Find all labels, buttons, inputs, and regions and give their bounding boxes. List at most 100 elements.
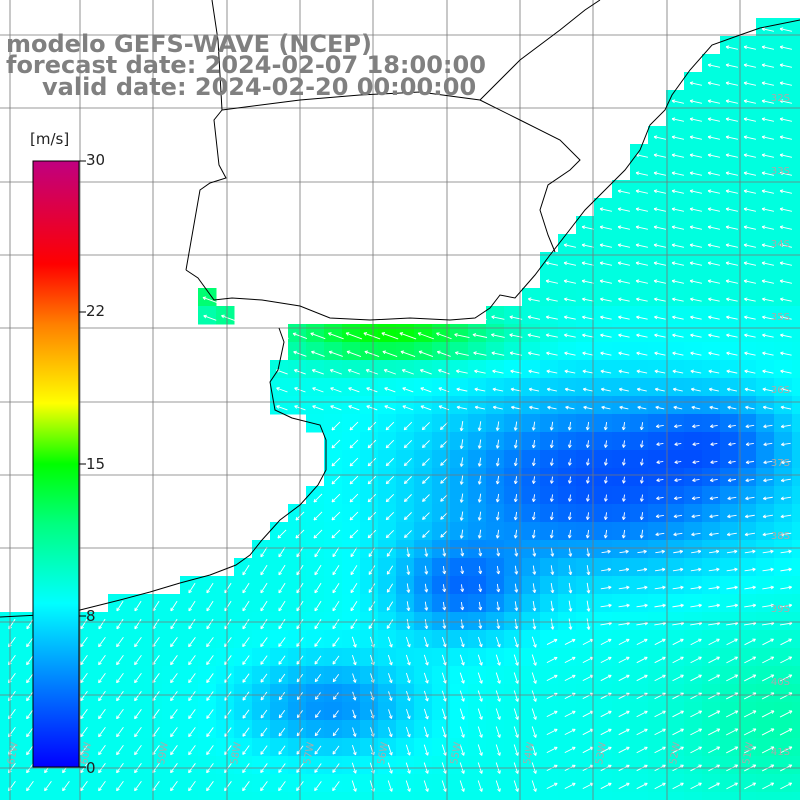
wind-arrow <box>744 315 756 320</box>
wind-arrow <box>725 45 739 50</box>
wind-arrow <box>314 564 322 576</box>
wind-arrow <box>585 421 590 431</box>
wind-arrow <box>384 387 396 393</box>
wind-arrow <box>332 600 340 612</box>
wind-arrow <box>779 746 793 754</box>
wind-arrow <box>725 171 739 176</box>
wind-arrow <box>80 727 88 738</box>
wind-arrow <box>726 585 738 590</box>
wind-arrow <box>653 207 667 212</box>
wind-arrow <box>674 442 682 447</box>
wind-arrow <box>653 243 667 248</box>
wind-arrow <box>762 656 775 664</box>
wind-arrow <box>761 99 775 104</box>
wind-arrow <box>260 600 268 612</box>
wind-arrow <box>725 261 739 266</box>
wind-arrow <box>564 638 576 645</box>
wind-arrow <box>495 457 500 467</box>
wind-arrow <box>549 529 554 539</box>
wind-arrow <box>621 440 626 448</box>
wind-arrow <box>406 618 411 630</box>
wind-arrow <box>564 746 576 754</box>
wind-arrow <box>423 690 429 702</box>
wind-arrow <box>621 476 626 484</box>
wind-arrow <box>689 99 703 104</box>
wind-arrow <box>563 261 577 266</box>
lon-label: 61W <box>6 741 21 765</box>
wind-arrow <box>385 475 395 485</box>
wind-arrow <box>188 691 196 702</box>
wind-arrow <box>532 618 537 630</box>
wind-arrow <box>780 405 792 410</box>
wind-arrow <box>708 603 720 608</box>
wind-arrow <box>477 475 482 485</box>
wind-arrow <box>618 638 630 646</box>
wind-arrow <box>513 476 518 485</box>
wind-arrow <box>278 691 286 701</box>
wind-arrow <box>762 351 774 356</box>
wind-arrow <box>116 637 124 648</box>
wind-arrow <box>242 673 250 683</box>
wind-arrow <box>655 549 665 554</box>
wind-arrow <box>134 709 142 720</box>
wind-arrow <box>725 728 739 736</box>
wind-arrow <box>495 493 500 503</box>
wind-arrow <box>496 565 501 575</box>
wind-arrow <box>351 780 357 792</box>
wind-arrow <box>278 600 286 612</box>
wind-arrow <box>743 63 757 68</box>
wind-arrow <box>585 512 590 520</box>
wind-arrow <box>134 600 142 612</box>
wind-arrow <box>690 728 703 736</box>
wind-arrow <box>351 744 357 756</box>
wind-arrow <box>671 171 685 176</box>
wind-arrow <box>367 529 377 539</box>
wind-arrow <box>639 529 644 539</box>
wind-arrow <box>565 405 575 410</box>
wind-arrow <box>314 637 322 647</box>
wind-arrow <box>671 243 685 248</box>
wind-arrow <box>653 171 667 176</box>
wind-arrow <box>206 709 214 719</box>
wind-arrow <box>762 315 774 320</box>
wind-arrow <box>761 261 775 266</box>
wind-arrow <box>564 297 576 302</box>
wind-arrow <box>388 727 393 738</box>
wind-arrow <box>779 710 793 718</box>
wind-arrow <box>513 529 518 539</box>
wind-arrow <box>617 225 631 230</box>
wind-arrow <box>545 315 558 320</box>
wind-arrow <box>549 458 554 466</box>
wind-arrow <box>691 496 700 501</box>
wind-arrow <box>600 369 612 374</box>
wind-arrow <box>690 656 702 664</box>
wind-arrow <box>492 405 503 410</box>
wind-arrow <box>98 673 106 684</box>
wind-arrow <box>780 297 792 302</box>
wind-arrow <box>550 565 555 575</box>
wind-arrow <box>527 297 540 302</box>
wind-arrow <box>707 153 721 158</box>
wind-arrow <box>567 421 572 431</box>
wind-arrow <box>689 81 703 86</box>
wind-arrow <box>314 618 322 630</box>
wind-arrow <box>513 458 518 467</box>
wind-arrow <box>743 117 757 122</box>
wind-arrow <box>473 351 487 356</box>
wind-arrow <box>656 442 664 447</box>
wind-arrow <box>442 619 447 629</box>
wind-arrow <box>564 387 575 392</box>
wind-arrow <box>743 189 757 194</box>
wind-arrow <box>674 496 682 501</box>
wind-arrow <box>385 529 395 539</box>
wind-arrow <box>568 582 573 594</box>
wind-arrow <box>692 424 700 429</box>
wind-arrow <box>329 368 342 375</box>
wind-arrow <box>80 691 88 702</box>
lat-label: 32S <box>771 93 790 104</box>
wind-arrow <box>116 673 124 684</box>
wind-arrow <box>744 603 757 608</box>
wind-arrow <box>744 656 757 664</box>
wind-arrow <box>763 424 773 429</box>
wind-arrow <box>454 333 470 339</box>
